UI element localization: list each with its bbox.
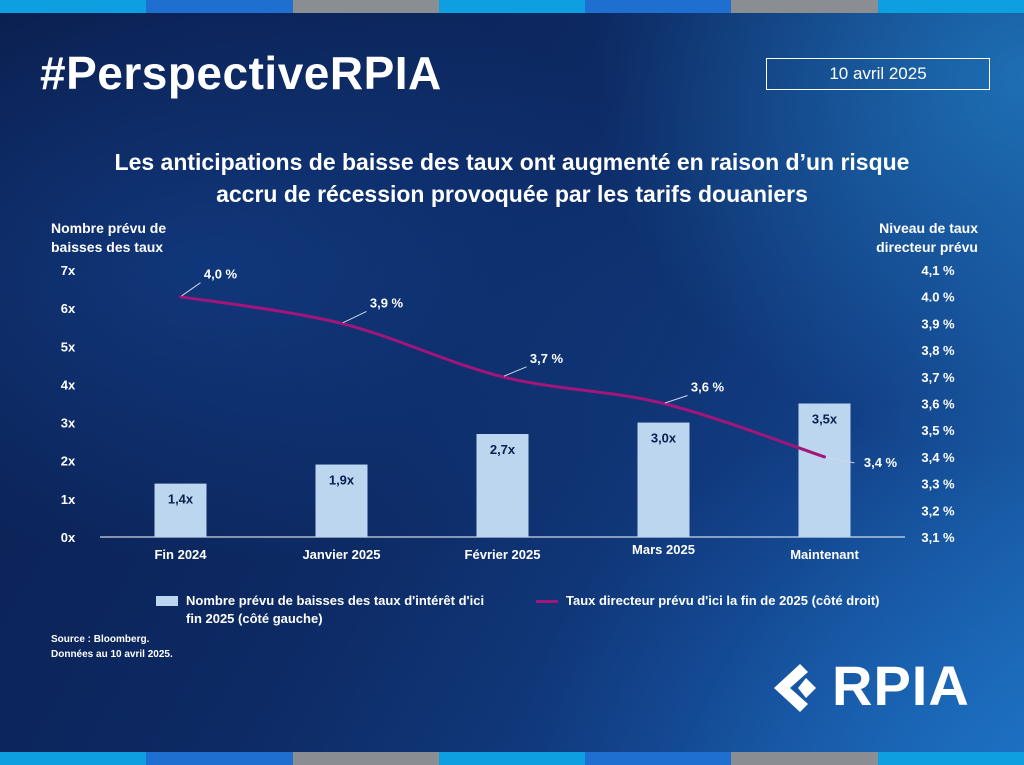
legend-line-label: Taux directeur prévu d'ici la fin de 202…: [566, 593, 880, 608]
left-axis-tick-label: 0x: [61, 530, 76, 545]
bar: [637, 422, 690, 537]
left-axis-title: Nombre prévu de baisses des taux: [51, 219, 166, 257]
left-axis-title-line: baisses des taux: [51, 239, 164, 255]
line-point: [662, 402, 665, 405]
line-point: [823, 455, 826, 459]
left-axis-tick-label: 3x: [61, 416, 76, 431]
line-label-leader: [341, 310, 367, 324]
category-label: Fin 2024: [154, 547, 207, 562]
rpia-logo-mark-icon: [774, 664, 816, 712]
line-label-leader: [180, 282, 201, 298]
right-axis-tick-label: 3,1 %: [921, 530, 955, 545]
legend-bar-label: Nombre prévu de baisses des taux d'intér…: [186, 593, 485, 626]
left-axis-tick-label: 6x: [61, 301, 76, 316]
line-value-label: 3,7 %: [530, 351, 564, 366]
bar: [476, 434, 529, 537]
line-value-label: 3,9 %: [370, 295, 404, 310]
line-point: [501, 375, 504, 379]
category-label: Maintenant: [790, 547, 859, 562]
legend-line-swatch: [536, 600, 558, 603]
right-axis-tick-label: 3,7 %: [921, 370, 955, 385]
bottom-stripe: [0, 752, 1024, 765]
bar: [315, 464, 368, 537]
date-box: 10 avril 2025: [766, 58, 990, 90]
category-label: Février 2025: [465, 547, 541, 562]
chart-title: Les anticipations de baisse des taux ont…: [60, 146, 964, 210]
rpia-logo: RPIA: [770, 654, 990, 717]
legend-bar-swatch: [156, 596, 178, 606]
line-value-label: 4,0 %: [204, 267, 238, 282]
right-axis-title-line: directeur prévu: [876, 239, 978, 255]
right-axis-title: Niveau de taux directeur prévu: [876, 219, 978, 257]
legend-line-entry: Taux directeur prévu d'ici la fin de 202…: [536, 592, 886, 610]
bar-value-label: 2,7x: [490, 442, 516, 457]
right-axis-title-line: Niveau de taux: [879, 220, 978, 236]
bar-value-label: 3,0x: [651, 431, 677, 446]
line-value-label: 3,6 %: [691, 380, 725, 395]
right-axis-tick-label: 4,1 %: [921, 263, 955, 278]
rpia-logo-wordmark: RPIA: [832, 654, 970, 717]
right-axis-tick-label: 3,5 %: [921, 423, 955, 438]
left-axis-tick-label: 1x: [61, 492, 76, 507]
line-point: [340, 321, 343, 325]
chart-title-line: Les anticipations de baisse des taux ont…: [114, 149, 910, 175]
bar-value-label: 1,4x: [168, 492, 194, 507]
source-line: Source : Bloomberg.: [51, 634, 150, 645]
line-label-leader: [502, 366, 527, 378]
legend-bar-entry: Nombre prévu de baisses des taux d'intér…: [156, 592, 496, 628]
line-label-leader: [663, 395, 688, 404]
right-axis-tick-label: 3,9 %: [921, 316, 955, 331]
line-value-label: 3,4 %: [864, 455, 898, 470]
left-axis-tick-label: 2x: [61, 454, 76, 469]
bar: [798, 403, 851, 537]
bar: [154, 483, 207, 537]
hashtag-heading: #PerspectiveRPIA: [40, 47, 442, 99]
right-axis-tick-label: 3,2 %: [921, 503, 955, 518]
right-axis-tick-label: 3,4 %: [921, 450, 955, 465]
source-note: Source : Bloomberg. Données au 10 avril …: [51, 632, 173, 662]
right-axis-tick-label: 3,8 %: [921, 343, 955, 358]
left-axis-tick-label: 4x: [61, 377, 76, 392]
chart-title-line: accru de récession provoquée par les tar…: [216, 181, 808, 207]
bar-value-label: 1,9x: [329, 473, 355, 488]
left-axis-tick-label: 5x: [61, 339, 76, 354]
left-axis-title-line: Nombre prévu de: [51, 220, 167, 236]
right-axis-tick-label: 4.0 %: [921, 290, 955, 305]
category-label: Janvier 2025: [302, 547, 380, 562]
bar-value-label: 3,5x: [812, 412, 838, 427]
line-label-leader: [824, 456, 855, 464]
line-point: [179, 295, 182, 299]
right-axis-tick-label: 3,3 %: [921, 477, 955, 492]
category-label: Mars 2025: [632, 542, 695, 557]
top-stripe: [0, 0, 1024, 13]
source-line: Données au 10 avril 2025.: [51, 649, 173, 660]
right-axis-tick-label: 3,6 %: [921, 397, 955, 412]
left-axis-tick-label: 7x: [61, 263, 76, 278]
